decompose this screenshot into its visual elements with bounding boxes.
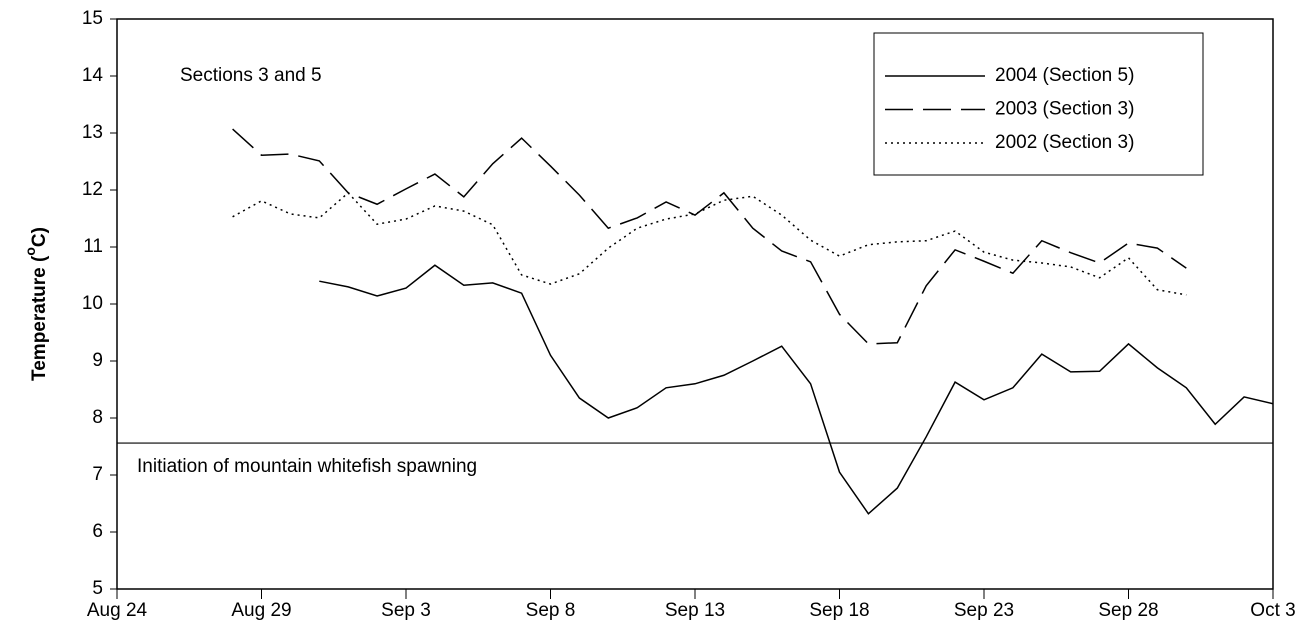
legend-box (873, 32, 1204, 176)
y-tick-label: 13 (82, 122, 103, 143)
series-line (232, 191, 1187, 296)
series-line (232, 128, 1187, 345)
y-axis-label: Temperature (oC) (22, 227, 50, 381)
y-label-start: Temperature ( (29, 255, 50, 381)
x-tick-label: Sep 3 (381, 600, 431, 621)
annotation: Sections 3 and 5 (180, 65, 322, 86)
y-tick-label: 15 (82, 8, 103, 29)
x-tick-label: Sep 28 (1098, 600, 1158, 621)
y-tick-label: 14 (82, 65, 104, 86)
x-tick-label: Oct 3 (1250, 600, 1295, 621)
series-line (319, 264, 1274, 515)
y-tick-label: 6 (92, 521, 103, 542)
x-tick-label: Aug 29 (231, 600, 291, 621)
y-tick-label: 12 (82, 179, 103, 200)
x-tick-label: Aug 24 (87, 600, 148, 621)
y-tick-label: 11 (83, 236, 103, 257)
x-tick-label: Sep 8 (526, 600, 576, 621)
y-label-sup: o (22, 247, 38, 256)
legend-label: 2003 (Section 3) (995, 99, 1134, 120)
y-label-end: C) (29, 227, 50, 247)
y-tick-label: 10 (82, 293, 103, 314)
x-tick-label: Sep 18 (809, 600, 869, 621)
x-tick-label: Sep 23 (954, 600, 1014, 621)
y-tick-label: 5 (92, 578, 103, 599)
legend-label: 2002 (Section 3) (995, 132, 1134, 153)
plot-frame (116, 18, 1274, 590)
annotation: Initiation of mountain whitefish spawnin… (137, 456, 477, 477)
legend-label: 2004 (Section 5) (995, 65, 1134, 86)
x-tick-label: Sep 13 (665, 600, 725, 621)
y-tick-label: 8 (92, 407, 103, 428)
y-tick-label: 7 (92, 464, 103, 485)
y-tick-label: 9 (92, 350, 103, 371)
